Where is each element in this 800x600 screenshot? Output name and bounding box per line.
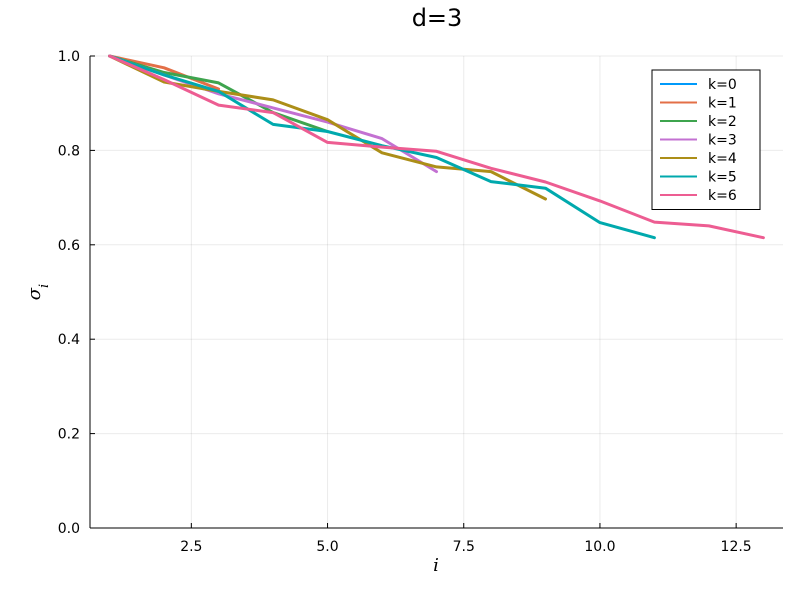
x-axis-label: i xyxy=(433,555,439,576)
y-tick-label: 0.4 xyxy=(58,332,80,348)
legend-label: k=2 xyxy=(708,114,737,130)
x-tick-label: 5.0 xyxy=(316,539,338,555)
y-axis-label: σi xyxy=(24,284,52,300)
y-tick-label: 1.0 xyxy=(58,49,80,65)
y-tick-label: 0.2 xyxy=(58,427,80,443)
legend: k=0 k=1 k=2 k=3 k=4 k=5 k=6 xyxy=(651,69,761,210)
y-tick-label: 0.0 xyxy=(58,521,80,537)
legend-label: k=6 xyxy=(708,188,737,204)
x-tick-label: 2.5 xyxy=(180,539,202,555)
legend-label: k=3 xyxy=(708,133,737,149)
y-tick-label: 0.6 xyxy=(58,238,80,254)
legend-label: k=4 xyxy=(708,151,737,167)
series-line-k4 xyxy=(108,54,547,201)
x-ticks: 2.5 5.0 7.5 10.0 12.5 xyxy=(180,523,752,555)
legend-label: k=1 xyxy=(708,96,737,112)
series-line-k2 xyxy=(108,54,329,133)
y-tick-label: 0.8 xyxy=(58,143,80,159)
legend-label: k=5 xyxy=(708,170,737,186)
chart-title: d=3 xyxy=(412,4,463,32)
x-tick-label: 12.5 xyxy=(721,539,752,555)
y-ticks: 0.0 0.2 0.4 0.6 0.8 1.0 xyxy=(58,49,95,537)
x-tick-label: 7.5 xyxy=(453,539,475,555)
series-line-k6 xyxy=(108,54,765,240)
x-tick-label: 10.0 xyxy=(584,539,615,555)
series-group xyxy=(108,54,765,240)
legend-label: k=0 xyxy=(708,77,737,93)
axes xyxy=(89,56,783,529)
